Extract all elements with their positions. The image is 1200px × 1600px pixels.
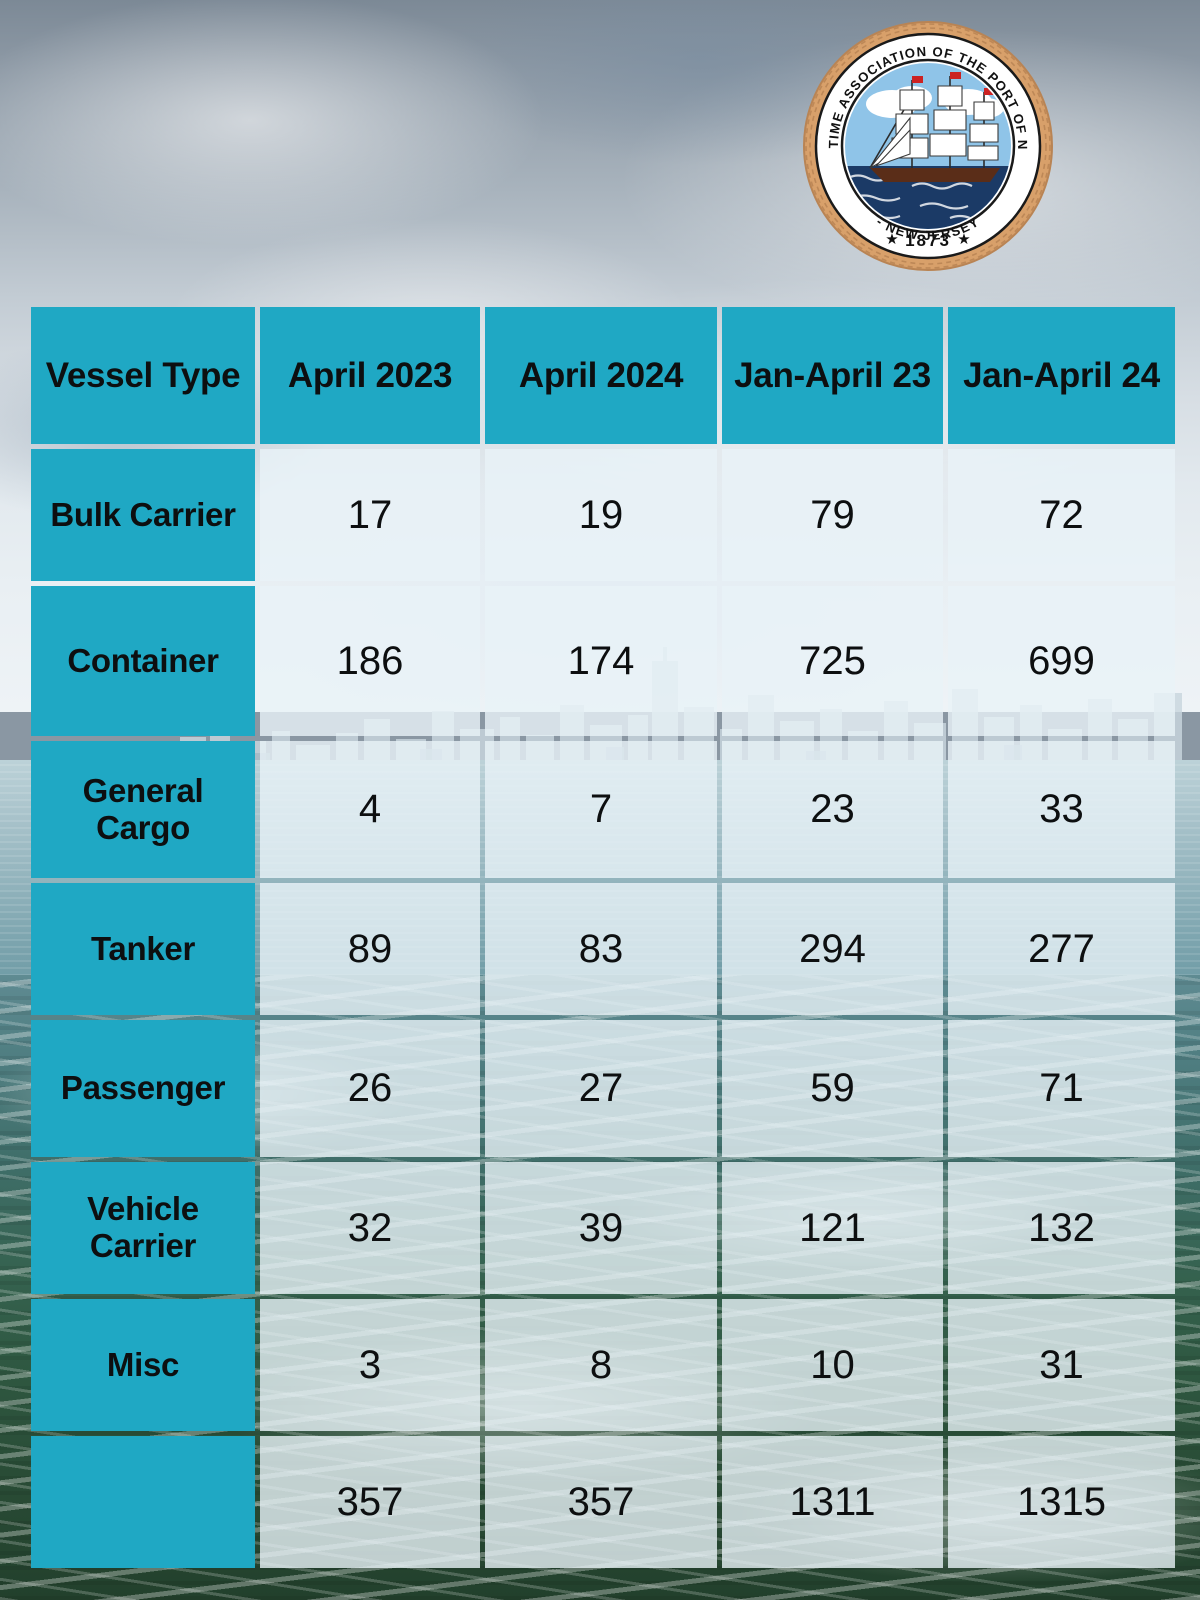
- row-label-tanker: Tanker: [31, 883, 255, 1015]
- cell-vehicle-carrier-jan-april-23: 121: [722, 1162, 943, 1294]
- cell-vehicle-carrier-april-2023: 32: [260, 1162, 480, 1294]
- cell-passenger-april-2024: 27: [485, 1020, 717, 1157]
- row-label-vehicle-carrier: Vehicle Carrier: [31, 1162, 255, 1294]
- seal-star-left-icon: ★: [885, 231, 898, 248]
- cell-misc-jan-april-24: 31: [948, 1299, 1175, 1431]
- row-label-passenger: Passenger: [31, 1020, 255, 1157]
- cell-bulk-carrier-jan-april-24: 72: [948, 449, 1175, 581]
- cell-passenger-jan-april-24: 71: [948, 1020, 1175, 1157]
- cell-general-cargo-april-2023: 4: [260, 741, 480, 878]
- cell-passenger-april-2023: 26: [260, 1020, 480, 1157]
- cell-general-cargo-jan-april-24: 33: [948, 741, 1175, 878]
- seal-star-right-icon: ★: [957, 231, 970, 248]
- row-label-misc: Misc: [31, 1299, 255, 1431]
- cell-total-jan-april-24: 1315: [948, 1436, 1175, 1568]
- cell-vehicle-carrier-april-2024: 39: [485, 1162, 717, 1294]
- cell-general-cargo-april-2024: 7: [485, 741, 717, 878]
- cell-vehicle-carrier-jan-april-24: 132: [948, 1162, 1175, 1294]
- cell-passenger-jan-april-23: 59: [722, 1020, 943, 1157]
- maritime-association-seal-logo: THE MARITIME ASSOCIATION OF THE PORT OF …: [800, 18, 1056, 274]
- row-label-container: Container: [31, 586, 255, 736]
- row-label-bulk-carrier: Bulk Carrier: [31, 449, 255, 581]
- cell-misc-april-2023: 3: [260, 1299, 480, 1431]
- cell-bulk-carrier-april-2023: 17: [260, 449, 480, 581]
- cell-container-jan-april-24: 699: [948, 586, 1175, 736]
- cell-container-april-2023: 186: [260, 586, 480, 736]
- cell-tanker-jan-april-24: 277: [948, 883, 1175, 1015]
- cell-bulk-carrier-jan-april-23: 79: [722, 449, 943, 581]
- row-label-total: [31, 1436, 255, 1568]
- vessel-arrivals-table: Vessel Type April 2023 April 2024 Jan-Ap…: [31, 307, 1175, 1568]
- cell-total-jan-april-23: 1311: [722, 1436, 943, 1568]
- cell-container-april-2024: 174: [485, 586, 717, 736]
- column-header-jan-april-24: Jan-April 24: [948, 307, 1175, 444]
- column-header-jan-april-23: Jan-April 23: [722, 307, 943, 444]
- cell-bulk-carrier-april-2024: 19: [485, 449, 717, 581]
- cell-total-april-2023: 357: [260, 1436, 480, 1568]
- cell-misc-jan-april-23: 10: [722, 1299, 943, 1431]
- cell-tanker-april-2023: 89: [260, 883, 480, 1015]
- cell-general-cargo-jan-april-23: 23: [722, 741, 943, 878]
- cell-total-april-2024: 357: [485, 1436, 717, 1568]
- cell-container-jan-april-23: 725: [722, 586, 943, 736]
- seal-founding-year: 1873: [905, 231, 951, 250]
- cell-tanker-jan-april-23: 294: [722, 883, 943, 1015]
- column-header-april-2023: April 2023: [260, 307, 480, 444]
- cell-misc-april-2024: 8: [485, 1299, 717, 1431]
- column-header-vessel-type: Vessel Type: [31, 307, 255, 444]
- column-header-april-2024: April 2024: [485, 307, 717, 444]
- cell-tanker-april-2024: 83: [485, 883, 717, 1015]
- row-label-general-cargo: General Cargo: [31, 741, 255, 878]
